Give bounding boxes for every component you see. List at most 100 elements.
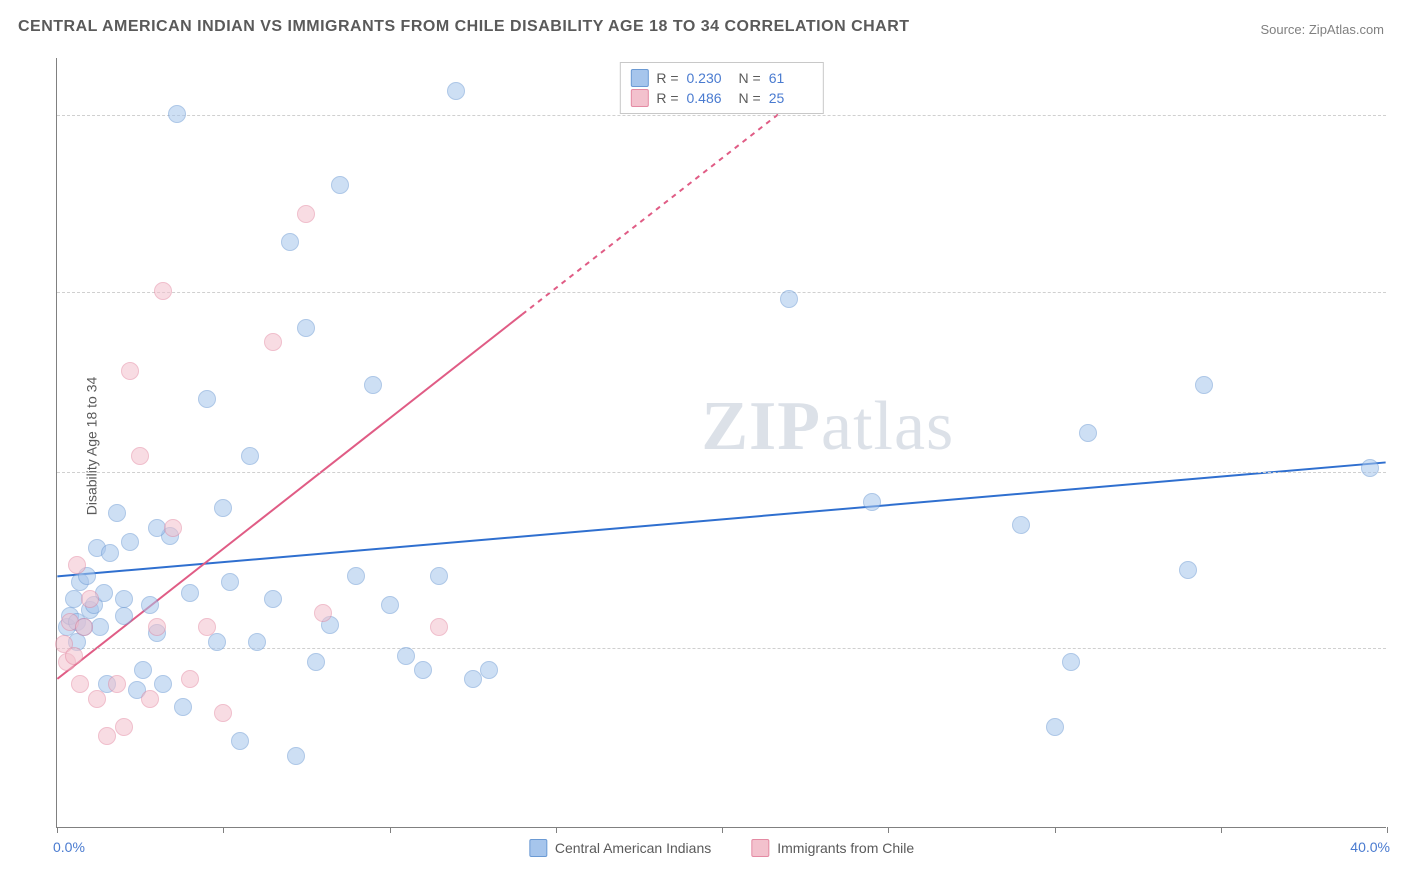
scatter-point — [241, 447, 259, 465]
scatter-point — [314, 604, 332, 622]
scatter-point — [181, 584, 199, 602]
scatter-point — [154, 675, 172, 693]
scatter-point — [101, 544, 119, 562]
scatter-point — [1361, 459, 1379, 477]
scatter-point — [81, 590, 99, 608]
scatter-point — [88, 690, 106, 708]
scatter-point — [287, 747, 305, 765]
scatter-point — [168, 105, 186, 123]
source-label: Source: ZipAtlas.com — [1260, 22, 1384, 37]
scatter-point — [141, 596, 159, 614]
x-axis-tick — [722, 827, 723, 833]
watermark-bold: ZIP — [701, 388, 821, 465]
scatter-point — [264, 590, 282, 608]
scatter-point — [381, 596, 399, 614]
scatter-point — [164, 519, 182, 537]
plot-area: ZIPatlas R = 0.230 N = 61 R = 0.486 N = … — [56, 58, 1386, 828]
scatter-point — [198, 390, 216, 408]
scatter-point — [1179, 561, 1197, 579]
legend-r-label: R = — [656, 90, 678, 106]
scatter-point — [221, 573, 239, 591]
x-axis-tick — [1221, 827, 1222, 833]
gridline — [57, 115, 1386, 116]
x-axis-tick — [223, 827, 224, 833]
legend-n-label: N = — [739, 70, 761, 86]
legend-row-series-1: R = 0.230 N = 61 — [630, 69, 812, 87]
legend-n-value-1: 61 — [769, 70, 813, 86]
scatter-point — [148, 618, 166, 636]
scatter-point — [430, 567, 448, 585]
legend-item-1: Central American Indians — [529, 839, 711, 857]
scatter-point — [1195, 376, 1213, 394]
x-axis-tick — [390, 827, 391, 833]
scatter-point — [1012, 516, 1030, 534]
scatter-point — [264, 333, 282, 351]
scatter-point — [115, 590, 133, 608]
scatter-point — [281, 233, 299, 251]
legend-label-1: Central American Indians — [555, 840, 711, 856]
legend-label-2: Immigrants from Chile — [777, 840, 914, 856]
legend-row-series-2: R = 0.486 N = 25 — [630, 89, 812, 107]
scatter-point — [297, 205, 315, 223]
legend-r-value-1: 0.230 — [687, 70, 731, 86]
swatch-series-1 — [630, 69, 648, 87]
x-axis-tick — [1387, 827, 1388, 833]
legend-r-value-2: 0.486 — [687, 90, 731, 106]
scatter-point — [141, 690, 159, 708]
scatter-point — [1046, 718, 1064, 736]
scatter-point — [65, 590, 83, 608]
scatter-point — [108, 504, 126, 522]
legend-item-2: Immigrants from Chile — [751, 839, 914, 857]
scatter-point — [75, 618, 93, 636]
scatter-point — [174, 698, 192, 716]
scatter-point — [307, 653, 325, 671]
x-axis-max-label: 40.0% — [1350, 839, 1390, 855]
series-legend: Central American Indians Immigrants from… — [529, 839, 914, 857]
scatter-point — [863, 493, 881, 511]
x-axis-tick — [556, 827, 557, 833]
chart-title: CENTRAL AMERICAN INDIAN VS IMMIGRANTS FR… — [18, 18, 910, 36]
scatter-point — [115, 607, 133, 625]
scatter-point — [214, 704, 232, 722]
scatter-point — [331, 176, 349, 194]
swatch-series-2 — [751, 839, 769, 857]
gridline — [57, 472, 1386, 473]
trend-lines — [57, 58, 1386, 827]
x-axis-tick — [57, 827, 58, 833]
scatter-point — [91, 618, 109, 636]
scatter-point — [148, 519, 166, 537]
scatter-point — [414, 661, 432, 679]
scatter-point — [121, 362, 139, 380]
scatter-point — [430, 618, 448, 636]
scatter-point — [364, 376, 382, 394]
x-axis-min-label: 0.0% — [53, 839, 85, 855]
x-axis-tick — [1055, 827, 1056, 833]
watermark-light: atlas — [821, 388, 954, 465]
scatter-point — [71, 675, 89, 693]
scatter-point — [397, 647, 415, 665]
legend-n-label: N = — [739, 90, 761, 106]
scatter-point — [181, 670, 199, 688]
scatter-point — [65, 647, 83, 665]
x-axis-tick — [888, 827, 889, 833]
scatter-point — [198, 618, 216, 636]
scatter-point — [154, 282, 172, 300]
scatter-point — [131, 447, 149, 465]
swatch-series-1 — [529, 839, 547, 857]
scatter-point — [447, 82, 465, 100]
scatter-point — [98, 727, 116, 745]
scatter-point — [248, 633, 266, 651]
correlation-legend: R = 0.230 N = 61 R = 0.486 N = 25 — [619, 62, 823, 114]
scatter-point — [68, 556, 86, 574]
swatch-series-2 — [630, 89, 648, 107]
scatter-point — [214, 499, 232, 517]
watermark: ZIPatlas — [701, 387, 954, 467]
scatter-point — [347, 567, 365, 585]
scatter-point — [297, 319, 315, 337]
legend-n-value-2: 25 — [769, 90, 813, 106]
scatter-point — [121, 533, 139, 551]
gridline — [57, 292, 1386, 293]
scatter-point — [1079, 424, 1097, 442]
scatter-point — [231, 732, 249, 750]
scatter-point — [1062, 653, 1080, 671]
